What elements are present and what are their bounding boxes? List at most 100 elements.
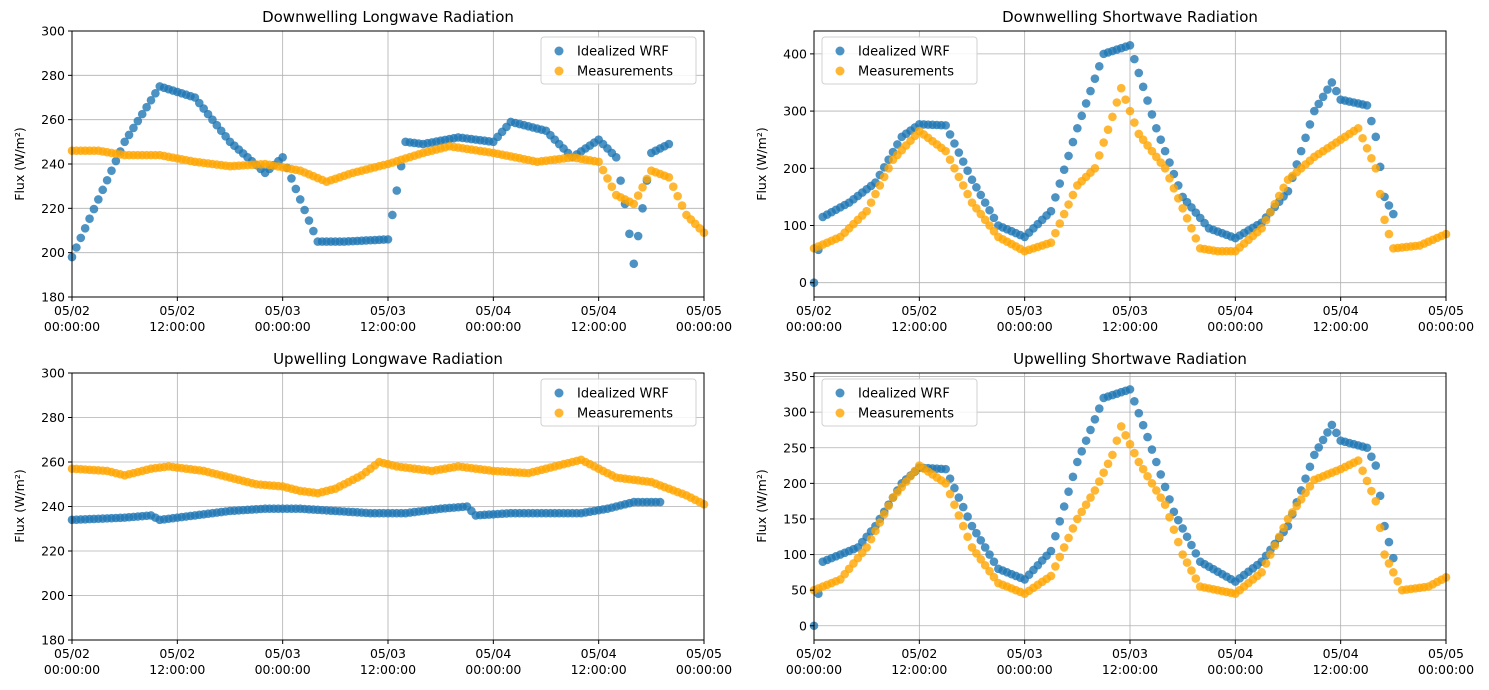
data-point (879, 172, 889, 182)
data-point (1389, 209, 1398, 219)
legend: Idealized WRF Measurements (821, 378, 978, 427)
data-point (1257, 568, 1266, 577)
data-point (1108, 112, 1117, 122)
data-point (1116, 422, 1126, 431)
y-axis-label: Flux (W/m²) (12, 469, 27, 542)
data-point (976, 555, 986, 564)
data-point (1301, 133, 1310, 143)
data-point (1279, 523, 1288, 533)
data-point (638, 204, 647, 213)
y-tick-label: 280 (41, 410, 65, 425)
x-tick-label: 00:00:00 (997, 662, 1053, 677)
legend-label: Measurements (577, 65, 673, 80)
chart-title: Upwelling Shortwave Radiation (1013, 350, 1247, 368)
data-point (151, 89, 160, 98)
data-point (629, 199, 639, 209)
x-tick-label: 00:00:00 (465, 662, 521, 677)
data-point (862, 206, 871, 216)
data-point (950, 483, 959, 493)
x-tick-label: 12:00:00 (1313, 662, 1369, 677)
data-point (1384, 559, 1394, 568)
data-point (941, 464, 950, 474)
data-point (1288, 508, 1297, 517)
data-point (945, 489, 955, 499)
x-tick-label: 05/04 (475, 646, 511, 661)
data-point (304, 216, 314, 225)
data-point (1261, 559, 1271, 568)
data-point (871, 189, 880, 199)
data-point (633, 231, 643, 241)
x-tick-label: 05/03 (370, 646, 406, 661)
chart-title: Downwelling Longwave Radiation (262, 8, 514, 26)
data-point (1305, 120, 1315, 129)
data-point (963, 166, 972, 175)
data-point (1130, 397, 1139, 406)
data-point (1371, 461, 1381, 470)
data-point (985, 566, 994, 576)
legend-label: Measurements (577, 407, 673, 422)
data-point (1191, 549, 1201, 558)
data-point (884, 501, 893, 511)
data-point (72, 243, 81, 252)
x-tick-label: 05/05 (1428, 646, 1464, 661)
data-point (1310, 106, 1319, 116)
y-tick-label: 280 (41, 68, 65, 83)
data-point (1112, 98, 1122, 107)
data-point (1318, 92, 1328, 102)
data-point (1305, 462, 1315, 472)
data-point (1380, 550, 1389, 559)
data-point (950, 500, 959, 510)
data-point (1187, 540, 1196, 550)
data-point (1160, 482, 1170, 492)
data-point (1301, 474, 1310, 483)
data-point (1169, 525, 1179, 534)
data-point (963, 189, 972, 199)
x-tick-label: 05/05 (1428, 303, 1464, 318)
series-idealized-wrf (67, 497, 665, 525)
y-tick-label: 300 (41, 366, 65, 381)
data-point (287, 174, 296, 183)
data-point (295, 195, 305, 204)
data-point (958, 157, 968, 166)
data-point (1323, 428, 1332, 437)
data-point (1121, 95, 1130, 104)
x-tick-label: 12:00:00 (891, 662, 947, 677)
x-tick-label: 00:00:00 (676, 662, 732, 677)
x-tick-label: 12:00:00 (360, 662, 416, 677)
data-point (673, 191, 682, 201)
legend-box (821, 36, 978, 85)
data-point (1310, 450, 1319, 460)
data-point (1152, 123, 1161, 133)
data-point (1059, 543, 1069, 552)
data-point (1094, 151, 1104, 160)
y-tick-label: 180 (41, 290, 65, 305)
data-point (1389, 568, 1398, 577)
data-point (1090, 74, 1100, 83)
data-point (1143, 432, 1152, 442)
legend-marker (554, 66, 564, 76)
data-point (1134, 457, 1144, 467)
chart-title: Upwelling Longwave Radiation (273, 350, 503, 368)
y-tick-label: 350 (783, 369, 807, 384)
data-point (950, 163, 959, 173)
y-tick-label: 100 (783, 547, 807, 562)
x-tick-label: 05/02 (54, 303, 90, 318)
data-point (1108, 450, 1117, 460)
x-tick-label: 05/04 (1217, 303, 1253, 318)
x-tick-label: 12:00:00 (1102, 662, 1158, 677)
data-point (1125, 439, 1135, 449)
data-point (958, 502, 968, 512)
data-point (1270, 199, 1280, 209)
x-tick-label: 05/03 (370, 303, 406, 318)
x-tick-label: 00:00:00 (465, 319, 521, 334)
data-point (1130, 118, 1139, 127)
data-point (1353, 123, 1363, 133)
data-point (642, 174, 652, 184)
legend: Idealized WRF Measurements (540, 378, 697, 427)
data-point (94, 195, 103, 204)
data-point (1375, 523, 1385, 533)
data-point (1068, 190, 1078, 200)
data-point (1173, 194, 1183, 203)
data-point (1169, 184, 1179, 193)
